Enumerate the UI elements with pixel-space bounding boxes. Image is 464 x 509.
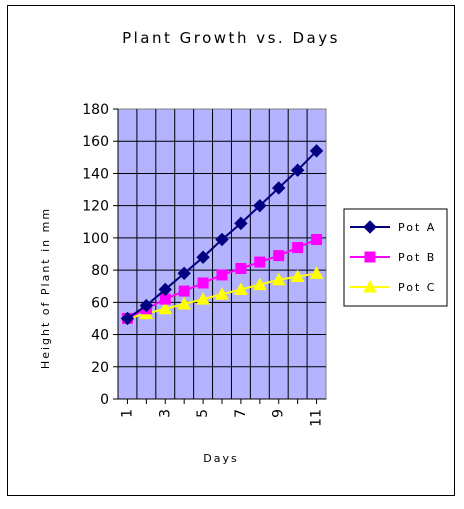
x-tick-label: 11: [309, 409, 325, 427]
y-tick-label: 160: [82, 134, 109, 150]
data-point-pot-a: [120, 311, 135, 326]
y-tick-label: 20: [91, 360, 109, 376]
series-layer: [120, 144, 324, 326]
x-tick-label: 9: [271, 409, 287, 418]
y-tick-label: 140: [82, 166, 109, 182]
data-point-pot-b: [235, 263, 247, 274]
y-tick-label: 60: [91, 295, 109, 311]
data-point-pot-b: [273, 250, 285, 262]
x-axis-label: Days: [203, 452, 238, 465]
data-point-pot-c: [158, 301, 173, 315]
y-tick-label: 80: [91, 263, 109, 279]
data-point-pot-b: [311, 234, 323, 245]
data-point-pot-c: [309, 266, 324, 279]
data-point-pot-c: [177, 296, 192, 310]
plot-area: [117, 108, 327, 400]
y-tick-label: 100: [82, 231, 109, 247]
y-tick-label: 40: [91, 328, 109, 344]
chart-frame: Plant Growth vs. Days 0 20 40 60 80 100 120 140…: [7, 5, 455, 496]
data-point-pot-a: [215, 232, 229, 247]
data-point-pot-c: [234, 282, 248, 295]
y-tick-label: 0: [100, 392, 109, 408]
data-point-pot-a: [290, 163, 305, 177]
legend-label-pot-c: Pot C: [398, 281, 436, 294]
data-point-pot-b: [178, 285, 190, 297]
chart-title: Plant Growth vs. Days: [122, 29, 340, 47]
y-axis-label: Height of Plant in mm: [39, 207, 52, 369]
plot-background: [117, 108, 327, 400]
x-tick-label: 7: [233, 409, 249, 418]
legend: Pot A Pot B Pot C: [343, 208, 448, 307]
data-point-pot-a: [196, 250, 210, 264]
legend-marker-pot-b: [364, 251, 376, 263]
data-point-pot-a: [253, 198, 267, 213]
data-point-pot-c: [252, 277, 267, 291]
y-tick-label: 180: [82, 102, 109, 118]
legend-marker-pot-a: [363, 220, 377, 234]
x-tick-label: 5: [195, 409, 211, 418]
legend-label-pot-b: Pot B: [398, 251, 436, 264]
data-point-pot-a: [177, 266, 191, 281]
data-point-pot-b: [216, 269, 228, 281]
data-point-pot-c: [271, 272, 286, 286]
data-point-pot-a: [234, 216, 248, 231]
x-tick-label: 3: [157, 409, 173, 418]
data-point-pot-b: [197, 277, 209, 289]
data-point-pot-c: [196, 292, 210, 305]
legend-label-pot-a: Pot A: [398, 221, 436, 234]
data-point-pot-a: [272, 181, 286, 195]
axis-ticks: 0 20 40 60 80 100 120 140 160 180 1 3 5 7 9 11: [82, 102, 324, 427]
data-point-pot-a: [309, 144, 324, 158]
data-point-pot-c: [290, 269, 305, 283]
data-point-pot-c: [215, 287, 229, 300]
data-point-pot-a: [139, 298, 154, 313]
y-tick-label: 120: [82, 199, 109, 215]
x-tick-label: 1: [119, 409, 135, 418]
series-pot-a: [120, 144, 324, 326]
data-point-pot-b: [292, 242, 304, 254]
data-point-pot-b: [254, 256, 266, 268]
data-point-pot-a: [158, 282, 172, 297]
legend-marker-pot-c: [363, 279, 377, 293]
line-chart: Plant Growth vs. Days 0 20 40 60 80 100 120 140…: [39, 29, 448, 465]
